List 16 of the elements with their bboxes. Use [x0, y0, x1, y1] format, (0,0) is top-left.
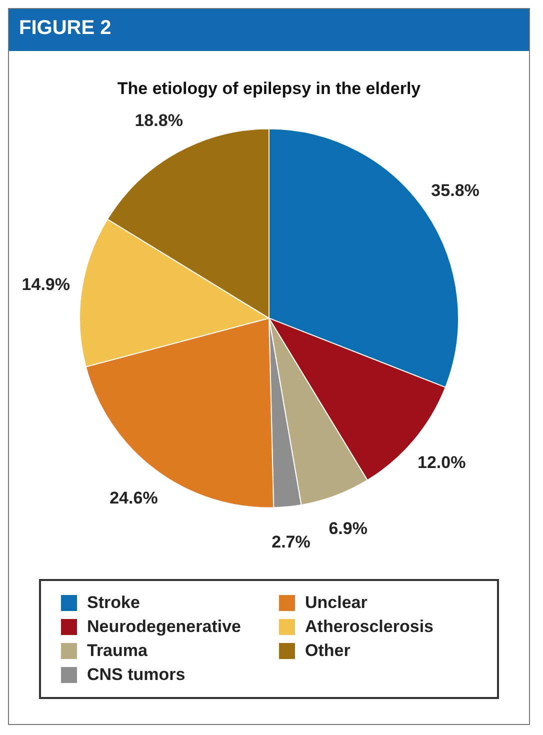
chart-title: The etiology of epilepsy in the elderly — [117, 78, 422, 98]
data-label: 35.8% — [431, 180, 480, 200]
data-label: 6.9% — [328, 519, 368, 538]
data-label: 24.6% — [110, 488, 158, 508]
caption: FIGURE 2 — [19, 17, 112, 39]
data-label: 14.9% — [22, 275, 70, 294]
data-label: 2.7% — [272, 532, 310, 552]
legend-label: CNS tumors — [87, 665, 186, 685]
legend-label: Unclear — [305, 593, 368, 613]
legend-label: Atherosclerosis — [305, 617, 434, 637]
data-label: 18.8% — [134, 111, 183, 130]
data-label: 12.0% — [417, 453, 466, 472]
legend-label: Trauma — [87, 641, 148, 661]
legend-label: Neurodegenerative — [87, 617, 241, 637]
legend-label: Other — [305, 641, 350, 661]
legend-label: Stroke — [87, 593, 140, 613]
